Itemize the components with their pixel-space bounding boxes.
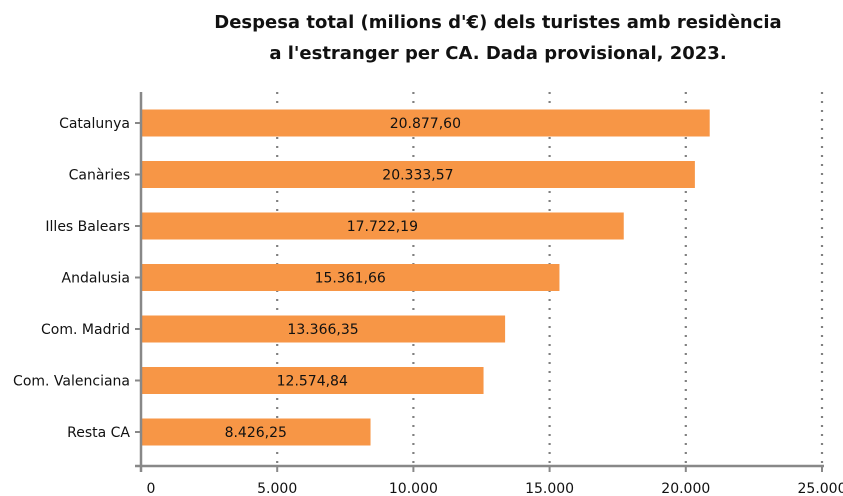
labels: Catalunya 20.877,60 Canàries 20.333,57 Illes…	[13, 116, 843, 496]
category-label: Illes Balears	[45, 219, 130, 235]
x-tick-label: 25.000	[798, 481, 843, 496]
data-label: 15.361,66	[315, 271, 386, 287]
chart-title-line-1: Despesa total (milions d'€) dels turiste…	[214, 12, 781, 33]
data-label: 13.366,35	[287, 322, 358, 338]
x-tick-label: 15.000	[525, 481, 574, 496]
x-tick-label: 10.000	[389, 481, 438, 496]
bar	[141, 212, 624, 240]
bar	[141, 315, 506, 343]
bar	[141, 264, 560, 291]
category-label: Resta CA	[67, 425, 130, 441]
x-tick-label: 5.000	[257, 481, 297, 496]
x-tick-label: 20.000	[661, 481, 710, 496]
chart-title: Despesa total (milions d'€) dels turiste…	[214, 12, 781, 64]
bar	[141, 367, 484, 394]
category-label: Andalusia	[62, 271, 130, 287]
category-label: Catalunya	[59, 116, 130, 132]
bar	[141, 161, 695, 188]
data-label: 17.722,19	[347, 219, 418, 235]
data-label: 20.877,60	[390, 116, 461, 132]
data-label: 12.574,84	[277, 374, 348, 390]
category-label: Com. Valenciana	[13, 374, 130, 390]
chart-title-line-2: a l'estranger per CA. Dada provisional, …	[269, 43, 726, 64]
category-label: Com. Madrid	[41, 322, 130, 338]
bar	[141, 109, 710, 137]
category-label: Canàries	[69, 168, 130, 184]
bars	[141, 109, 710, 446]
data-label: 20.333,57	[382, 168, 453, 184]
axes	[135, 92, 824, 472]
bar	[141, 418, 371, 446]
data-label: 8.426,25	[225, 425, 287, 441]
x-tick-label: 0	[147, 481, 156, 496]
